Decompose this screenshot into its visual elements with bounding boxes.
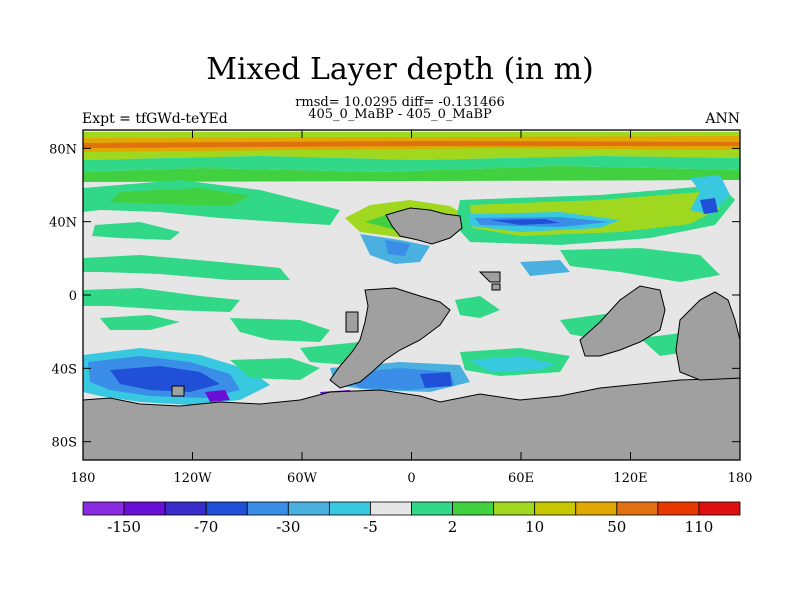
colorbar-swatch [411,501,453,516]
colorbar-swatch [575,501,618,516]
y-tick-label: 80N [49,142,77,157]
colorbar-label: 110 [685,518,714,536]
season-label: ANN [705,111,740,127]
colorbar-label: 10 [525,518,544,536]
colorbar-swatch [493,501,536,516]
colorbar-label: -150 [107,518,141,536]
x-tick-label: 120E [613,471,647,486]
colorbar-swatch [246,501,289,516]
colorbar-swatch [287,501,330,516]
colorbar-swatch [616,501,659,516]
colorbar-swatch [452,501,495,516]
stats-line: rmsd= 10.0295 diff= -0.131466 [295,95,505,110]
y-tick-label: 80S [52,436,77,451]
colorbar-swatch [205,501,248,516]
x-tick-label: 0 [407,471,415,486]
x-tick-label: 60W [287,471,318,486]
colorbar-swatch [534,501,577,516]
y-tick-label: 40S [52,362,77,377]
case-line: 405_0_MaBP - 405_0_MaBP [308,107,492,122]
colorbar-swatch [328,501,371,516]
plot-title: Mixed Layer depth (in m) [206,52,594,87]
x-tick-label: 180 [71,471,96,486]
colorbar-swatch [123,501,166,516]
colorbar-label: 2 [448,518,458,536]
colorbar: -150 -70 -30 -5 2 10 50 110 [82,501,741,536]
y-axis: 80N 40N 0 40S 80S [49,142,740,451]
colorbar-swatch [698,501,741,516]
colorbar-label: -70 [194,518,218,536]
x-tick-label: 60E [508,471,534,486]
x-axis: 180 120W 60W 0 60E 120E 180 [71,130,753,486]
land-mask [82,207,741,461]
experiment-label: Expt = tfGWd-teYEd [82,111,228,127]
colorbar-label: -30 [276,518,300,536]
colorbar-label: -5 [363,518,378,536]
x-tick-label: 180 [728,471,753,486]
colorbar-swatch [164,501,207,516]
colorbar-label: 50 [607,518,626,536]
colorbar-swatch [657,501,700,516]
y-tick-label: 40N [49,216,77,231]
colorbar-swatch [82,501,125,516]
colorbar-swatch [370,501,412,516]
x-tick-label: 120W [173,471,212,486]
y-tick-label: 0 [69,289,77,304]
